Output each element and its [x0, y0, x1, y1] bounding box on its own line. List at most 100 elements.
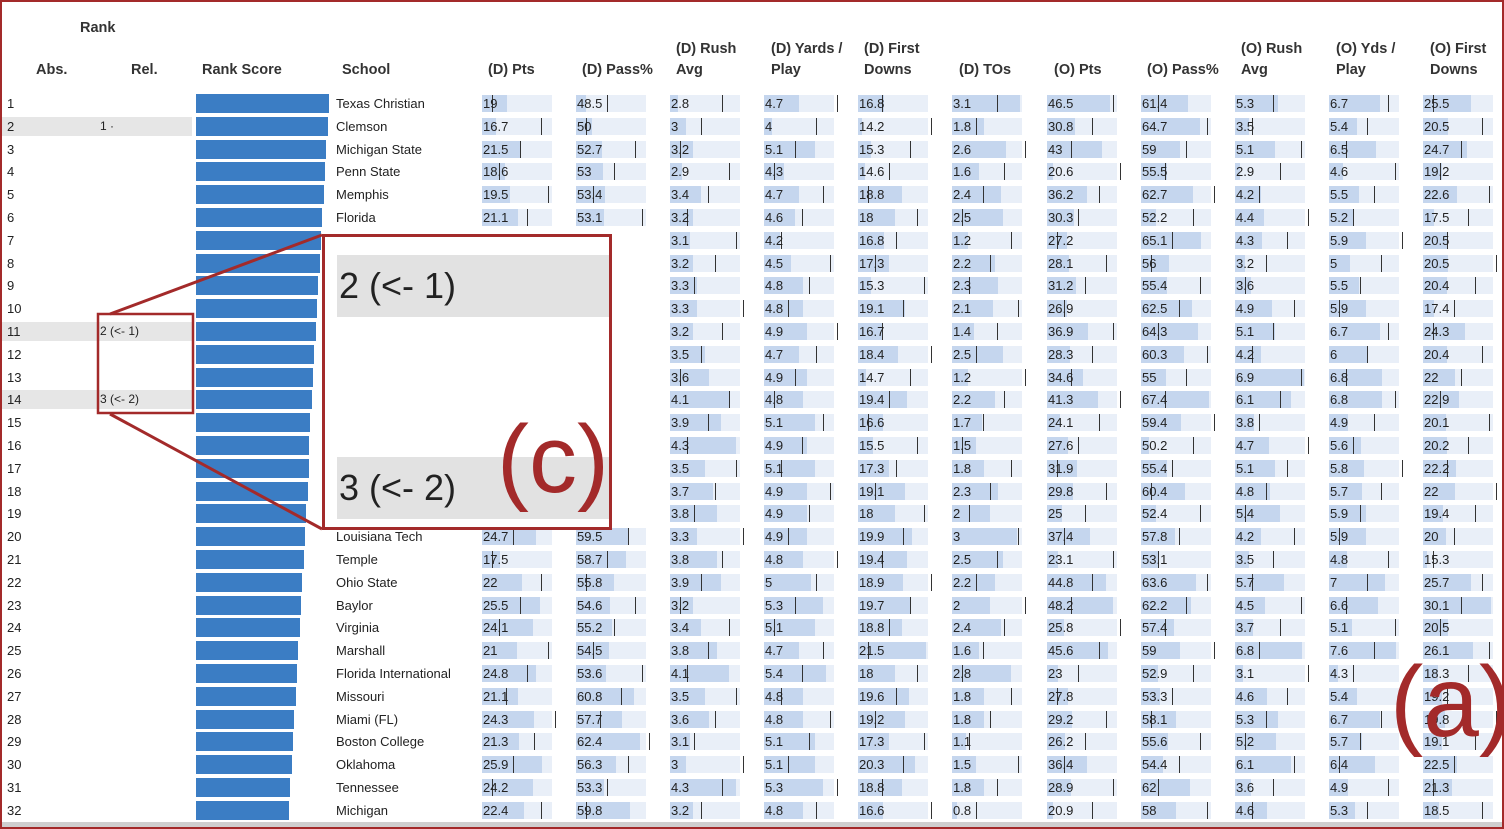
- metric-bar: [1047, 391, 1099, 409]
- metric-bar: [670, 163, 682, 181]
- metric-bar: [952, 642, 979, 660]
- metric-bar: [1235, 596, 1266, 614]
- horizontal-scrollbar[interactable]: [2, 822, 1502, 827]
- metric-tick: [1301, 368, 1303, 386]
- metric-tick: [541, 117, 543, 135]
- metric-cell: 3.1: [670, 732, 760, 751]
- table-row[interactable]: 10 3.3 4.8 19.1 2.1 26.9 62.5 4.9 5.9 17.4: [2, 299, 1502, 319]
- metric-cell: 5.4: [1235, 504, 1325, 523]
- table-row[interactable]: 16 4.3 4.9 15.5 1.5 27.6 50.2 4.7 5.6 20.2: [2, 436, 1502, 456]
- metric-bar: [670, 551, 717, 568]
- metric-cell: 3.8: [670, 641, 760, 660]
- abs-rank: 24: [7, 620, 22, 636]
- metric-bar: [1141, 323, 1199, 340]
- header-o-first-downs[interactable]: (O) First Downs: [1430, 39, 1486, 81]
- header-school[interactable]: School: [342, 62, 391, 78]
- metric-tick: [1252, 345, 1254, 363]
- header-d-yards-play[interactable]: (D) Yards / Play: [771, 39, 842, 81]
- header-o-pts[interactable]: (O) Pts: [1054, 62, 1102, 78]
- header-d-pass[interactable]: (D) Pass%: [582, 62, 653, 78]
- table-row[interactable]: 31 Tennessee 24.2 53.3 4.3 5.3 18.8 1.8 28.9 62 3.…: [2, 778, 1502, 798]
- metric-tick: [1496, 710, 1498, 728]
- metric-value: 30.3: [1048, 210, 1074, 225]
- header-d-tos[interactable]: (D) TOs: [959, 62, 1012, 78]
- metric-bar: [670, 231, 690, 249]
- table-row[interactable]: 23 Baylor 25.5 54.6 3.2 5.3 19.7 2 48.2 62.2 4.5 6.…: [2, 595, 1502, 616]
- table-row[interactable]: 7 3.1 4.2 16.8 1.2 27.2 65.1 4.3 5.9 20.5: [2, 230, 1502, 251]
- metric-tick: [1489, 414, 1491, 432]
- table-row[interactable]: 21 Temple 17.5 58.7 3.8 4.8 19.4 2.5 23.1 53.1 3.5…: [2, 550, 1502, 570]
- table-row[interactable]: 5 Memphis 19.5 53.4 3.4 4.7 18.8 2.4 36.2 62.7 4.2…: [2, 185, 1502, 205]
- metric-tick: [830, 710, 832, 728]
- metric-bar: [764, 756, 815, 774]
- header-rel[interactable]: Rel.: [131, 62, 158, 78]
- table-row[interactable]: 2 1 · Clemson 16.7 50 3 4 14.2 1.8 30.8 64.7 3.5 5.4…: [2, 116, 1502, 137]
- metric-tick: [1214, 642, 1216, 660]
- table-row[interactable]: 20 Louisiana Tech 24.7 59.5 3.3 4.9 19.9 3 37.4 5…: [2, 527, 1502, 547]
- header-abs[interactable]: Abs.: [36, 62, 68, 78]
- abs-rank: 12: [7, 346, 22, 362]
- metric-cell: 56.3: [576, 755, 666, 774]
- metric-value: 18.3: [1424, 666, 1450, 681]
- metric-tick: [1475, 277, 1477, 295]
- header-d-first-downs[interactable]: (D) First Downs: [864, 39, 920, 81]
- metric-tick: [1440, 391, 1442, 409]
- header-o-pass[interactable]: (O) Pass%: [1147, 62, 1219, 78]
- metric-bar: [1423, 710, 1445, 728]
- metric-cell: 6.4: [1329, 755, 1419, 774]
- table-row[interactable]: 32 Michigan 22.4 59.8 3.2 4.8 16.6 0.8 20.9 58 4.6…: [2, 800, 1502, 821]
- table-row[interactable]: 22 Ohio State 22 55.8 3.9 5 18.9 2.2 44.8 63.6 5.7…: [2, 572, 1502, 593]
- metric-bar: [1423, 95, 1471, 112]
- table-row[interactable]: 30 Oklahoma 25.9 56.3 3 5.1 20.3 1.5 36.4 54.4 6.1…: [2, 755, 1502, 775]
- metric-cell: 26.2: [1047, 732, 1137, 751]
- header-rank-score[interactable]: Rank Score: [202, 62, 282, 78]
- metric-tick: [600, 710, 602, 728]
- rank-score-bar: [196, 641, 299, 661]
- metric-value: 4.6: [1236, 802, 1255, 818]
- metric-tick: [1381, 710, 1383, 728]
- table-row[interactable]: 1 Texas Christian 19 48.5 2.8 4.7 16.8 3.1 46.5 6…: [2, 94, 1502, 114]
- table-row[interactable]: 14 3 (<- 2) 4.1 4.8 19.4 2.2 41.3 67.4 6.1 6.8 22.…: [2, 390, 1502, 410]
- header-o-rush[interactable]: (O) Rush Avg: [1241, 39, 1302, 81]
- table-row[interactable]: 28 Miami (FL) 24.3 57.7 3.6 4.8 19.2 1.8 29.2 58.…: [2, 709, 1502, 730]
- table-row[interactable]: 11 2 (<- 1) 3.2 4.9 16.7 1.4 36.9 64.3 5.1 6.7 24.…: [2, 322, 1502, 342]
- table-row[interactable]: 17 3.5 5.1 17.3 1.8 31.9 55.4 5.1 5.8 22.2: [2, 458, 1502, 479]
- table-row[interactable]: 29 Boston College 21.3 62.4 3.1 5.1 17.3 1.1 26.…: [2, 732, 1502, 752]
- table-row[interactable]: 19 3.8 4.9 18 2 25 52.4 5.4 5.9 19.4: [2, 504, 1502, 524]
- table-row[interactable]: 12 3.5 4.7 18.4 2.5 28.3 60.3 4.2 6 20.4: [2, 344, 1502, 365]
- header-d-rush[interactable]: (D) Rush Avg: [676, 39, 736, 81]
- table-row[interactable]: 9 3.3 4.8 15.3 2.3 31.2 55.4 3.6 5.5 20.4: [2, 276, 1502, 296]
- metric-bar: [764, 437, 807, 454]
- metric-tick: [1454, 756, 1456, 774]
- metric-value: 4.7: [765, 96, 784, 111]
- table-row[interactable]: 4 Penn State 18.6 53 2.9 4.3 14.6 1.6 20.6 55.5 2.…: [2, 162, 1502, 182]
- table-row[interactable]: 15 3.9 5.1 16.6 1.7 24.1 59.4 3.8 4.9 20.1: [2, 413, 1502, 433]
- table-row[interactable]: 8 3.2 4.5 17.3 2.2 28.1 56 3.2 5 20.5: [2, 253, 1502, 274]
- metric-cell: 5.1: [764, 413, 854, 432]
- table-row[interactable]: 18 3.7 4.9 19.1 2.3 29.8 60.4 4.8 5.7 22: [2, 481, 1502, 502]
- header-o-yds-play[interactable]: (O) Yds / Play: [1336, 39, 1395, 81]
- table-row[interactable]: 26 Florida International 24.8 53.6 4.1 5.4 18 2…: [2, 664, 1502, 684]
- table-row[interactable]: 13 3.6 4.9 14.7 1.2 34.6 55 6.9 6.8 22: [2, 367, 1502, 388]
- metric-tick: [1252, 117, 1254, 135]
- metric-bar: [482, 779, 534, 796]
- metric-tick: [1165, 163, 1167, 181]
- metric-bar: [1329, 573, 1386, 591]
- table-row[interactable]: 6 Florida 21.1 53.1 3.2 4.6 18 2.5 30.3 52.2 4.4 5.…: [2, 208, 1502, 228]
- table-row[interactable]: 24 Virginia 24.1 55.2 3.4 5.1 18.8 2.4 25.8 57.4 3…: [2, 618, 1502, 638]
- metric-tick: [1179, 300, 1181, 318]
- metric-cell: 5.9: [1329, 527, 1419, 546]
- metric-cell: 63.6: [1141, 573, 1231, 592]
- header-d-pts[interactable]: (D) Pts: [488, 62, 535, 78]
- metric-cell: 19.4: [858, 390, 948, 409]
- metric-tick: [962, 209, 963, 226]
- metric-bar: [858, 163, 866, 181]
- metric-tick: [628, 528, 630, 546]
- table-row[interactable]: 27 Missouri 21.1 60.8 3.5 4.8 19.6 1.8 27.8 53.3 4…: [2, 686, 1502, 707]
- table-row[interactable]: 25 Marshall 21 54.5 3.8 4.7 21.5 1.6 45.6 59 6.8 7.…: [2, 641, 1502, 661]
- metric-value: 20.5: [1424, 118, 1450, 134]
- metric-value: 5.9: [1330, 506, 1349, 522]
- metric-bar: [764, 209, 796, 226]
- table-row[interactable]: 3 Michigan State 21.5 52.7 3.2 5.1 15.3 2.6 43 59…: [2, 139, 1502, 160]
- metric-cell: 1.8: [952, 117, 1042, 136]
